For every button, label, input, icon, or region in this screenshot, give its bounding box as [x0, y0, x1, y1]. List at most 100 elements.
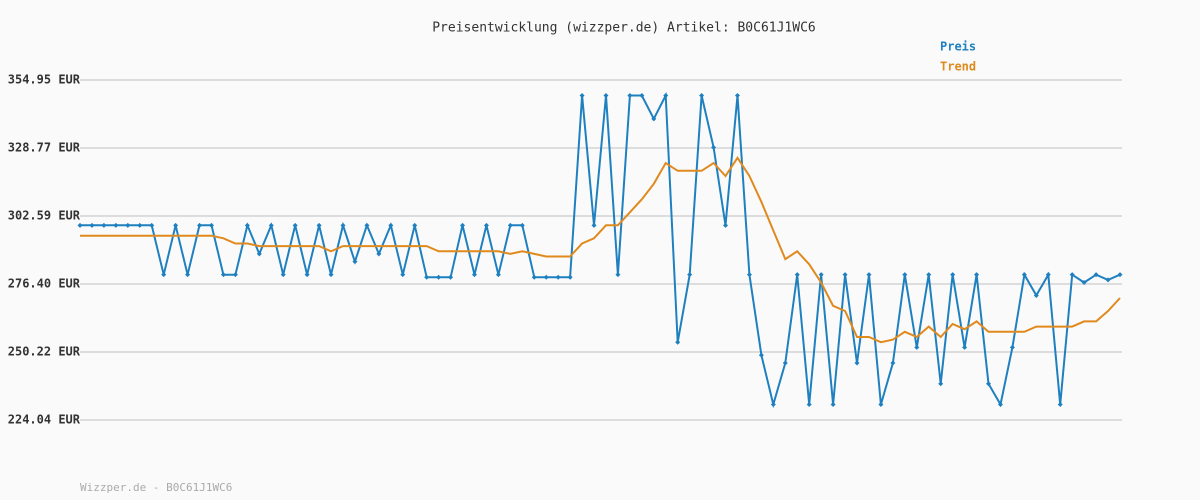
- point-marker: [173, 222, 179, 228]
- point-marker: [460, 222, 466, 228]
- point-marker: [1069, 272, 1075, 278]
- legend-label: Preis: [940, 40, 976, 54]
- point-marker: [328, 272, 334, 278]
- point-marker: [340, 222, 346, 228]
- point-marker: [806, 402, 812, 408]
- y-tick-label: 328.77 EUR: [8, 140, 81, 154]
- point-marker: [770, 402, 776, 408]
- point-marker: [220, 272, 226, 278]
- point-marker: [986, 381, 992, 387]
- point-marker: [746, 272, 752, 278]
- point-marker: [854, 360, 860, 366]
- point-marker: [400, 272, 406, 278]
- point-marker: [675, 339, 681, 345]
- point-marker: [974, 272, 980, 278]
- point-marker: [615, 272, 621, 278]
- point-marker: [412, 222, 418, 228]
- point-marker: [830, 402, 836, 408]
- y-tick-label: 354.95 EUR: [8, 73, 81, 87]
- point-marker: [627, 92, 633, 98]
- y-tick-label: 276.40 EUR: [8, 277, 81, 291]
- point-marker: [280, 272, 286, 278]
- point-marker: [519, 222, 525, 228]
- point-marker: [1057, 402, 1063, 408]
- point-marker: [137, 222, 143, 228]
- point-marker: [555, 274, 561, 280]
- point-marker: [89, 222, 95, 228]
- point-marker: [268, 222, 274, 228]
- point-marker: [531, 274, 537, 280]
- point-marker: [758, 352, 764, 358]
- point-marker: [149, 222, 155, 228]
- point-marker: [1117, 272, 1123, 278]
- point-marker: [1093, 272, 1099, 278]
- point-marker: [185, 272, 191, 278]
- point-marker: [890, 360, 896, 366]
- point-marker: [794, 272, 800, 278]
- point-marker: [352, 259, 358, 265]
- point-marker: [914, 344, 920, 350]
- point-marker: [997, 402, 1003, 408]
- y-tick-label: 302.59 EUR: [8, 208, 81, 222]
- point-marker: [1045, 272, 1051, 278]
- point-marker: [161, 272, 167, 278]
- point-marker: [938, 381, 944, 387]
- point-marker: [603, 92, 609, 98]
- point-marker: [902, 272, 908, 278]
- point-marker: [591, 222, 597, 228]
- point-marker: [376, 251, 382, 257]
- y-tick-label: 250.22 EUR: [8, 345, 81, 359]
- point-marker: [663, 92, 669, 98]
- point-marker: [711, 144, 717, 150]
- point-marker: [101, 222, 107, 228]
- point-marker: [723, 222, 729, 228]
- point-marker: [292, 222, 298, 228]
- point-marker: [579, 92, 585, 98]
- point-marker: [113, 222, 119, 228]
- point-marker: [687, 272, 693, 278]
- point-marker: [950, 272, 956, 278]
- point-marker: [232, 272, 238, 278]
- point-marker: [651, 116, 657, 122]
- point-marker: [734, 92, 740, 98]
- point-marker: [1081, 279, 1087, 285]
- point-marker: [495, 272, 501, 278]
- point-marker: [364, 222, 370, 228]
- point-marker: [1009, 344, 1015, 350]
- point-marker: [878, 402, 884, 408]
- point-marker: [639, 92, 645, 98]
- point-marker: [842, 272, 848, 278]
- chart-title: Preisentwicklung (wizzper.de) Artikel: B…: [432, 21, 816, 36]
- point-marker: [1021, 272, 1027, 278]
- point-marker: [197, 222, 203, 228]
- point-marker: [244, 222, 250, 228]
- point-marker: [699, 92, 705, 98]
- series-line: [80, 155, 1121, 344]
- point-marker: [567, 274, 573, 280]
- y-tick-label: 224.04 EUR: [8, 413, 81, 427]
- point-marker: [304, 272, 310, 278]
- point-marker: [962, 344, 968, 350]
- legend-label: Trend: [940, 60, 976, 74]
- point-marker: [125, 222, 131, 228]
- point-marker: [316, 222, 322, 228]
- point-marker: [818, 272, 824, 278]
- point-marker: [1105, 277, 1111, 283]
- point-marker: [256, 251, 262, 257]
- point-marker: [471, 272, 477, 278]
- point-marker: [782, 360, 788, 366]
- point-marker: [388, 222, 394, 228]
- point-marker: [1033, 292, 1039, 298]
- footer: Wizzper.de - B0C61J1WC6: [80, 481, 232, 494]
- point-marker: [77, 222, 83, 228]
- point-marker: [436, 274, 442, 280]
- point-marker: [483, 222, 489, 228]
- point-marker: [507, 222, 513, 228]
- point-marker: [926, 272, 932, 278]
- point-marker: [543, 274, 549, 280]
- point-marker: [866, 272, 872, 278]
- point-marker: [448, 274, 454, 280]
- point-marker: [424, 274, 430, 280]
